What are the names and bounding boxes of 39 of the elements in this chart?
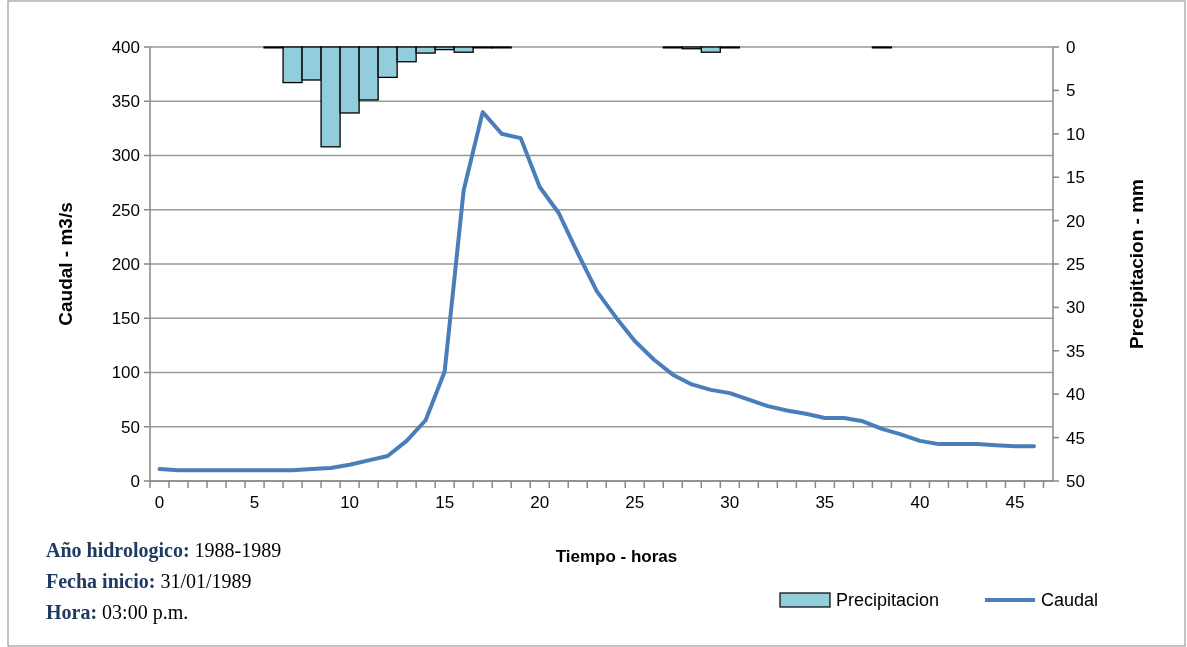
x-tick-label: 25 bbox=[625, 493, 645, 512]
y-tick-label: 300 bbox=[111, 146, 140, 166]
x-tick-label: 35 bbox=[815, 493, 835, 512]
y2-tick-label: 5 bbox=[1066, 81, 1076, 101]
x-tick-label: 40 bbox=[910, 493, 930, 512]
text: Año hidrologico: 1988-1989 bbox=[46, 539, 282, 562]
y-tick-label: 350 bbox=[111, 92, 140, 112]
y-axis-title: Caudal - m3/s bbox=[55, 202, 76, 326]
y-tick-label: 200 bbox=[111, 254, 140, 274]
x-tick-label: 30 bbox=[720, 493, 740, 512]
x-tick-label: 20 bbox=[530, 493, 550, 512]
y2-tick-label: 30 bbox=[1066, 298, 1085, 318]
text: Fecha inicio: 31/01/1989 bbox=[46, 570, 252, 592]
y-tick-label: 100 bbox=[111, 363, 140, 383]
y2-tick-label: 50 bbox=[1066, 471, 1085, 491]
y2-tick-label: 25 bbox=[1066, 254, 1085, 274]
legend-label: Caudal bbox=[1041, 590, 1099, 611]
line-series bbox=[157, 110, 1036, 473]
y2-axis-title: Precipitacion - mm bbox=[1126, 179, 1147, 349]
x-axis-title: Tiempo - horas bbox=[555, 547, 678, 566]
y2-tick-label: 0 bbox=[1066, 37, 1076, 57]
y2-tick-label: 45 bbox=[1066, 428, 1085, 448]
text: Hora: 03:00 p.m. bbox=[46, 601, 189, 624]
y-tick-label: 250 bbox=[111, 200, 140, 220]
y2-tick-label: 40 bbox=[1066, 385, 1085, 405]
y-tick-label: 50 bbox=[121, 417, 140, 437]
y2-tick-label: 35 bbox=[1066, 341, 1085, 361]
y2-tick-label: 20 bbox=[1066, 211, 1085, 231]
y2-tick-label: 15 bbox=[1066, 168, 1085, 188]
y-tick-label: 150 bbox=[111, 309, 140, 329]
y-tick-label: 400 bbox=[111, 37, 140, 57]
y2-tick-label: 10 bbox=[1066, 124, 1085, 144]
legend-label: Precipitacion bbox=[836, 590, 940, 611]
x-tick-label: 15 bbox=[435, 493, 455, 512]
x-tick-label: 5 bbox=[249, 493, 260, 512]
y-tick-label: 0 bbox=[130, 471, 140, 491]
x-tick-label: 45 bbox=[1005, 493, 1025, 512]
x-tick-label: 0 bbox=[154, 493, 165, 512]
x-tick-label: 10 bbox=[340, 493, 360, 512]
